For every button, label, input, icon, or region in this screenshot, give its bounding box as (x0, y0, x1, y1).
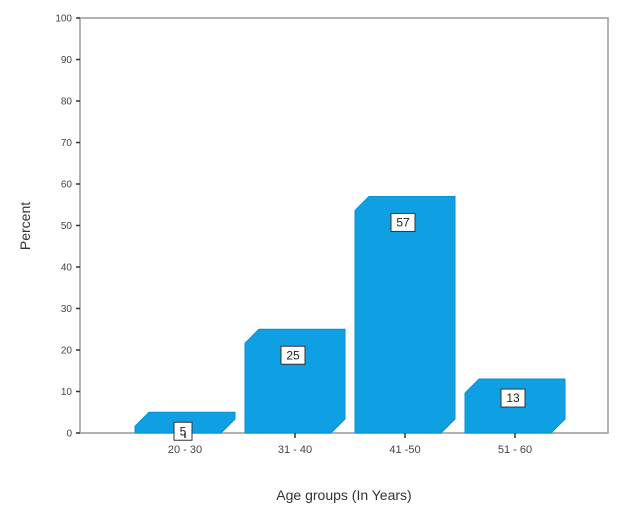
x-axis-title: Age groups (In Years) (276, 487, 411, 503)
x-tick-label: 51 - 60 (498, 444, 532, 456)
data-label-box (173, 421, 193, 441)
data-label-box (500, 388, 526, 408)
x-tick-label: 41 -50 (389, 444, 420, 456)
data-label-box (280, 345, 306, 365)
data-label: 5 (180, 424, 187, 438)
y-tick-label: 90 (61, 55, 73, 66)
y-tick-label: 10 (61, 387, 73, 398)
x-axis: 20 - 30 31 - 40 41 -50 51 - 60 (168, 433, 532, 456)
data-label-box (390, 212, 416, 232)
bar (354, 195, 456, 434)
y-tick-label: 40 (61, 263, 73, 274)
y-tick-label: 0 (66, 429, 72, 440)
y-tick-label: 50 (61, 221, 73, 232)
y-tick-label: 60 (61, 180, 73, 191)
data-label: 25 (286, 348, 300, 362)
y-tick-label: 70 (61, 138, 73, 149)
y-axis: 0 10 20 30 40 50 60 70 80 90 100 (55, 14, 80, 440)
bars: 5 25 57 13 (134, 195, 566, 441)
bar (244, 328, 346, 434)
data-label: 57 (396, 215, 410, 229)
y-tick-label: 30 (61, 304, 73, 315)
y-tick-label: 80 (61, 97, 73, 108)
y-tick-label: 20 (61, 346, 73, 357)
data-label: 13 (506, 391, 520, 405)
x-tick-label: 20 - 30 (168, 444, 202, 456)
x-tick-label: 31 - 40 (278, 444, 312, 456)
y-axis-title: Percent (17, 202, 33, 250)
y-tick-label: 100 (55, 14, 72, 25)
